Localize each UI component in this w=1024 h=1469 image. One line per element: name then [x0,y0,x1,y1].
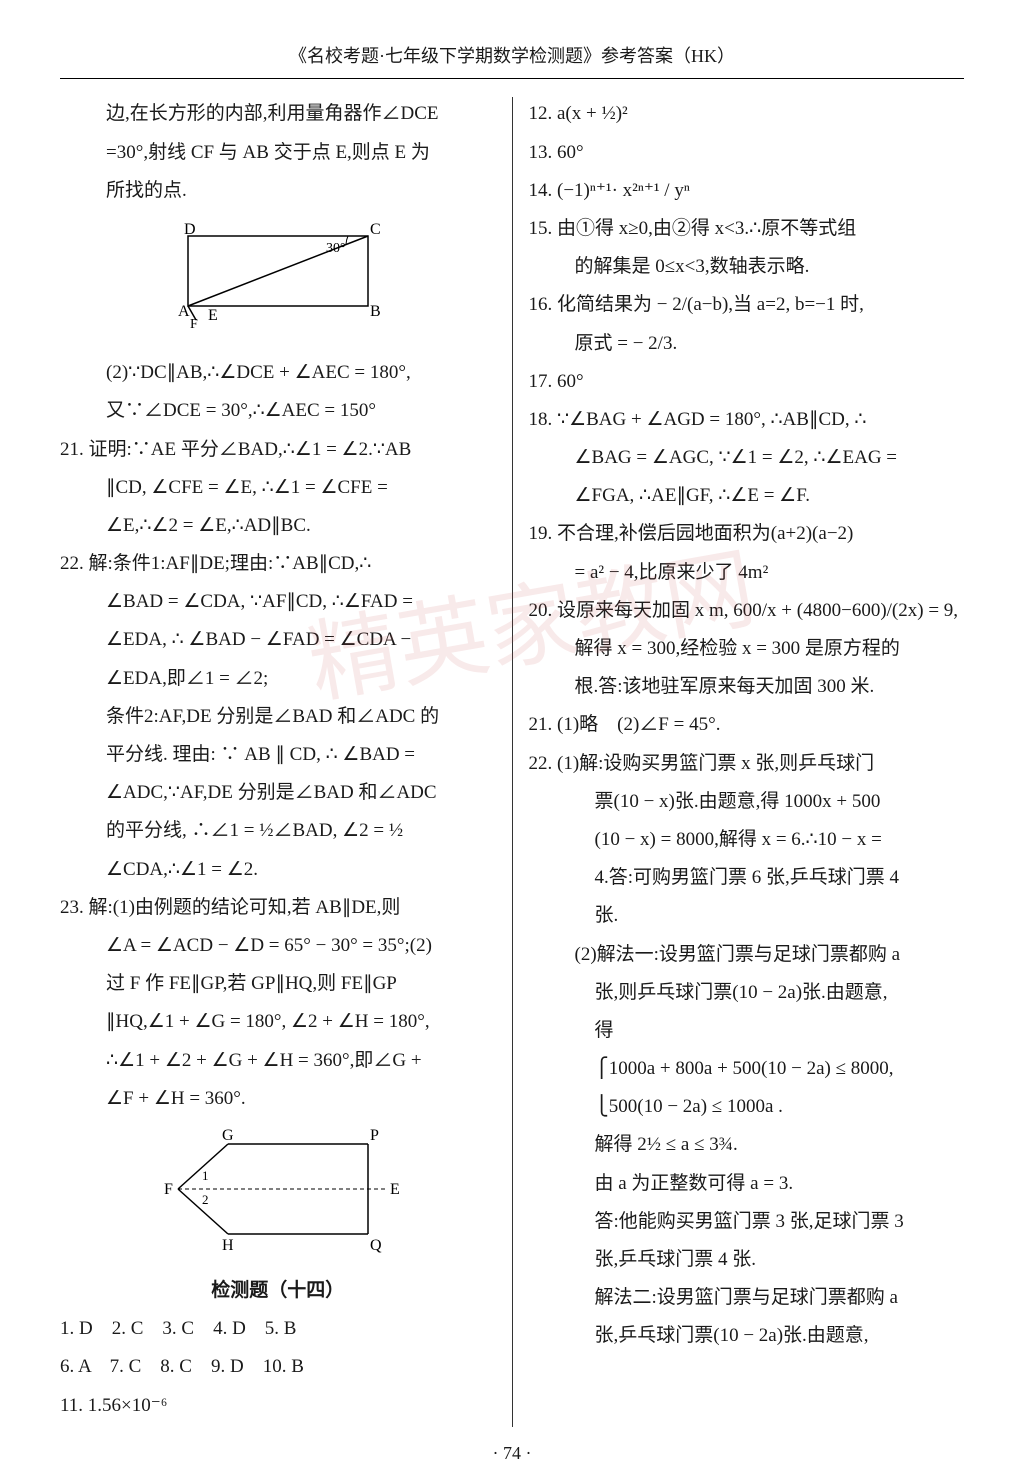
q22-line: 张,乒乓球门票(10 − 2a)张.由题意, [529,1319,965,1353]
q22-line: 22. (1)解:设购买男篮门票 x 张,则乒乓球门 [529,747,965,781]
q22-line: (2)解法一:设男篮门票与足球门票都购 a [529,938,965,972]
label-G: G [222,1127,234,1144]
right-column: 12. a(x + ½)² 13. 60° 14. (−1)ⁿ⁺¹· x²ⁿ⁺¹… [529,97,965,1426]
label-1: 1 [202,1168,209,1183]
q17: 17. 60° [529,365,965,399]
q22-line: 解法二:设男篮门票与足球门票都购 a [529,1281,965,1315]
page-number: · 74 · [60,1437,964,1469]
text-line: (2)∵DC∥AB,∴∠DCE + ∠AEC = 180°, [60,356,496,390]
q22-line: 平分线. 理由: ∵ AB ∥ CD, ∴ ∠BAD = [60,738,496,772]
label-F: F [190,317,198,332]
q22-line: ⎩500(10 − 2a) ≤ 1000a . [529,1090,965,1124]
q22-line: 答:他能购买男篮门票 3 张,足球门票 3 [529,1205,965,1239]
q23-line: ∥HQ,∠1 + ∠G = 180°, ∠2 + ∠H = 180°, [60,1005,496,1039]
q20-line: 20. 设原来每天加固 x m, 600/x + (4800−600)/(2x)… [529,594,965,628]
q22-line: ∠EDA,即∠1 = ∠2; [60,662,496,696]
label-2: 2 [202,1192,209,1207]
label-E: E [208,307,218,324]
q14: 14. (−1)ⁿ⁺¹· x²ⁿ⁺¹ / yⁿ [529,174,965,208]
q22-line: ∠EDA, ∴ ∠BAD − ∠FAD = ∠CDA − [60,623,496,657]
q23-line: ∠A = ∠ACD − ∠D = 65° − 30° = 35°;(2) [60,929,496,963]
text-line: 边,在长方形的内部,利用量角器作∠DCE [60,97,496,131]
q16-line: 原式 = − 2/3. [529,327,965,361]
q18-line: ∠FGA, ∴AE∥GF, ∴∠E = ∠F. [529,479,965,513]
q18-line: ∠BAG = ∠AGC, ∵∠1 = ∠2, ∴∠EAG = [529,441,965,475]
q22-line: 条件2:AF,DE 分别是∠BAD 和∠ADC 的 [60,700,496,734]
label-H: H [222,1237,234,1254]
q21-line: 21. 证明:∵AE 平分∠BAD,∴∠1 = ∠2.∵AB [60,433,496,467]
q23-line: 过 F 作 FE∥GP,若 GP∥HQ,则 FE∥GP [60,967,496,1001]
q22-line: 票(10 − x)张.由题意,得 1000x + 500 [529,785,965,819]
label-A: A [178,303,190,320]
q23-line: 23. 解:(1)由例题的结论可知,若 AB∥DE,则 [60,891,496,925]
q22-line: 张. [529,899,965,933]
q20-line: 根.答:该地驻军原来每天加固 300 米. [529,670,965,704]
q23-line: ∴∠1 + ∠2 + ∠G + ∠H = 360°,即∠G + [60,1044,496,1078]
label-P: P [370,1127,379,1144]
q22-line: ⎧1000a + 800a + 500(10 − 2a) ≤ 8000, [529,1052,965,1086]
label-angle: 30° [326,241,346,256]
q12: 12. a(x + ½)² [529,97,965,131]
q22-line: 解得 2½ ≤ a ≤ 3¾. [529,1128,965,1162]
q13: 13. 60° [529,136,965,170]
q22-line: 张,则乒乓球门票(10 − 2a)张.由题意, [529,976,965,1010]
q18-line: 18. ∵∠BAG + ∠AGD = 180°, ∴AB∥CD, ∴ [529,403,965,437]
q21: 21. (1)略 (2)∠F = 45°. [529,708,965,742]
answer-row: 11. 1.56×10⁻⁶ [60,1389,496,1423]
label-F: F [164,1181,173,1198]
q22-line: 张,乒乓球门票 4 张. [529,1243,965,1277]
test-title: 检测题（十四） [60,1274,496,1308]
left-column: 边,在长方形的内部,利用量角器作∠DCE =30°,射线 CF 与 AB 交于点… [60,97,496,1426]
q21-line: ∠E,∴∠2 = ∠E,∴AD∥BC. [60,509,496,543]
answer-row: 6. A 7. C 8. C 9. D 10. B [60,1350,496,1384]
q22-line: ∠CDA,∴∠1 = ∠2. [60,853,496,887]
q22-line: ∠BAD = ∠CDA, ∵AF∥CD, ∴∠FAD = [60,585,496,619]
content-columns: 边,在长方形的内部,利用量角器作∠DCE =30°,射线 CF 与 AB 交于点… [60,97,964,1426]
q22-line: 的平分线, ∴∠1 = ½∠BAD, ∠2 = ½ [60,814,496,848]
q22-line: (10 − x) = 8000,解得 x = 6.∴10 − x = [529,823,965,857]
page-header: 《名校考题·七年级下学期数学检测题》参考答案（HK） [60,40,964,79]
column-divider [512,97,513,1426]
text-line: 又∵∠DCE = 30°,∴∠AEC = 150° [60,394,496,428]
q22-line: 4.答:可购男篮门票 6 张,乒乓球门票 4 [529,861,965,895]
q22-line: 22. 解:条件1:AF∥DE;理由:∵AB∥CD,∴ [60,547,496,581]
label-E: E [390,1181,400,1198]
label-Q: Q [370,1237,382,1254]
q22-line: 得 [529,1014,965,1048]
q16-line: 16. 化简结果为 − 2/(a−b),当 a=2, b=−1 时, [529,288,965,322]
q23-line: ∠F + ∠H = 360°. [60,1082,496,1116]
q15-line: 的解集是 0≤x<3,数轴表示略. [529,250,965,284]
q22-line: 由 a 为正整数可得 a = 3. [529,1167,965,1201]
text-line: =30°,射线 CF 与 AB 交于点 E,则点 E 为 [60,136,496,170]
rectangle-figure: D C A F E B 30° [60,216,496,348]
q19-line: 19. 不合理,补偿后园地面积为(a+2)(a−2) [529,517,965,551]
q19-line: = a² − 4,比原来少了 4m² [529,556,965,590]
q20-line: 解得 x = 300,经检验 x = 300 是原方程的 [529,632,965,666]
label-B: B [370,303,381,320]
q21-line: ∥CD, ∠CFE = ∠E, ∴∠1 = ∠CFE = [60,471,496,505]
text-line: 所找的点. [60,174,496,208]
answer-row: 1. D 2. C 3. C 4. D 5. B [60,1312,496,1346]
q15-line: 15. 由①得 x≥0,由②得 x<3.∴原不等式组 [529,212,965,246]
label-C: C [370,221,381,238]
q22-line: ∠ADC,∵AF,DE 分别是∠BAD 和∠ADC [60,776,496,810]
label-D: D [184,221,196,238]
pentagon-figure: G P F E H Q 1 2 [60,1124,496,1266]
